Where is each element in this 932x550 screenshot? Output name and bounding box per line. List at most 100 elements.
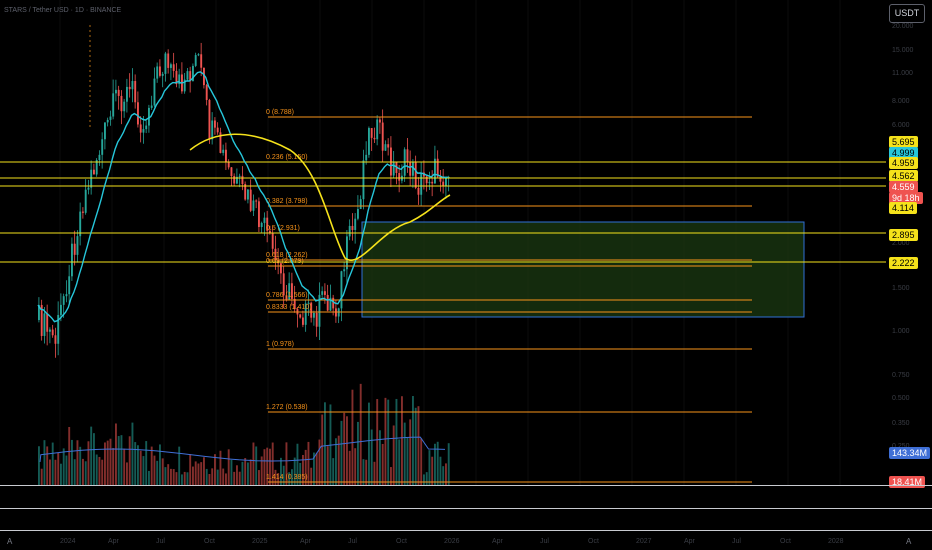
volume-bar bbox=[106, 440, 109, 485]
candle bbox=[293, 298, 296, 310]
candle bbox=[315, 312, 318, 327]
volume-bar bbox=[321, 414, 324, 485]
candle bbox=[90, 169, 93, 188]
candle bbox=[93, 169, 95, 175]
candle bbox=[170, 64, 172, 68]
price-axis-tick: 0.350 bbox=[892, 420, 910, 427]
volume-bar bbox=[197, 463, 200, 485]
candle bbox=[252, 200, 255, 211]
volume-bar bbox=[216, 469, 219, 485]
time-axis-tick: Jul bbox=[540, 538, 549, 545]
pane-separator[interactable] bbox=[0, 530, 932, 531]
auto-scale-left-icon[interactable]: A bbox=[7, 537, 13, 546]
volume-bar bbox=[98, 456, 101, 485]
volume-bar bbox=[266, 447, 269, 485]
volume-bar bbox=[359, 383, 362, 485]
volume-bar bbox=[392, 425, 395, 485]
time-axis-tick: Jul bbox=[732, 538, 741, 545]
volume-bar bbox=[247, 462, 249, 485]
candle bbox=[373, 137, 376, 140]
volume-bar bbox=[280, 457, 282, 485]
candle bbox=[412, 161, 414, 176]
candle bbox=[161, 73, 164, 76]
volume-bar bbox=[291, 469, 293, 485]
candle bbox=[368, 128, 370, 155]
candle bbox=[310, 302, 313, 318]
volume-bar bbox=[398, 439, 401, 485]
price-axis-tick: 0.750 bbox=[892, 372, 910, 379]
candle bbox=[324, 291, 326, 295]
fib-level-label: 1 (0.978) bbox=[266, 341, 294, 348]
candle bbox=[120, 95, 123, 112]
volume-bar bbox=[172, 469, 175, 485]
volume-bar bbox=[186, 472, 189, 485]
price-tag-countdown: 9d 18h bbox=[889, 192, 923, 204]
price-axis-tick: 20.000 bbox=[892, 23, 914, 30]
volume-bar bbox=[343, 412, 346, 485]
candle bbox=[348, 225, 351, 237]
volume-bar bbox=[227, 449, 230, 485]
time-axis-tick: Oct bbox=[396, 538, 407, 545]
volume-bar bbox=[368, 402, 370, 485]
volume-bar bbox=[310, 467, 313, 485]
volume-bar bbox=[183, 471, 186, 485]
volume-bar bbox=[271, 442, 274, 485]
candle bbox=[126, 86, 128, 102]
volume-bar bbox=[241, 461, 244, 485]
volume-bar bbox=[263, 449, 266, 485]
candle bbox=[139, 124, 142, 133]
candle bbox=[73, 243, 76, 255]
volume-bar bbox=[54, 459, 57, 485]
pane-separator[interactable] bbox=[0, 508, 932, 509]
volume-bar bbox=[164, 467, 167, 485]
volume-bar bbox=[123, 448, 126, 485]
volume-bar bbox=[120, 435, 123, 485]
volume-bar bbox=[137, 445, 139, 485]
candle bbox=[326, 294, 329, 311]
volume-bar bbox=[406, 437, 409, 485]
volume-bar bbox=[302, 454, 304, 485]
fib-level-label: 0 (8.788) bbox=[266, 109, 294, 116]
candle bbox=[205, 85, 208, 100]
price-tag-ma: 4.114 bbox=[889, 202, 917, 214]
candle bbox=[101, 139, 104, 155]
volume-bar bbox=[244, 458, 247, 485]
volume-bar bbox=[299, 462, 302, 485]
time-axis-tick: Apr bbox=[300, 538, 312, 545]
candle bbox=[60, 304, 62, 315]
volume-bar bbox=[112, 448, 115, 485]
volume-bar bbox=[428, 450, 431, 485]
candle bbox=[134, 81, 137, 103]
auto-scale-icon[interactable]: A bbox=[906, 537, 912, 546]
volume-bar bbox=[142, 456, 145, 485]
candle bbox=[420, 172, 423, 195]
volume-bar bbox=[370, 429, 373, 485]
time-axis-tick: Jul bbox=[156, 538, 165, 545]
candle bbox=[271, 232, 274, 249]
candle bbox=[285, 295, 288, 300]
volume-bar bbox=[431, 456, 434, 485]
candle bbox=[329, 297, 332, 311]
currency-button[interactable]: USDT bbox=[889, 4, 925, 23]
candle bbox=[351, 225, 354, 230]
candle bbox=[445, 178, 447, 187]
candle bbox=[304, 303, 307, 325]
candle bbox=[57, 314, 60, 344]
candle bbox=[238, 175, 241, 177]
time-axis-tick: 2026 bbox=[444, 538, 460, 545]
price-axis-tick: 11.000 bbox=[892, 70, 913, 77]
volume-bar bbox=[442, 466, 445, 485]
price-axis-tick: 2.000 bbox=[892, 240, 910, 247]
volume-bar bbox=[379, 430, 381, 485]
time-axis-tick: Oct bbox=[780, 538, 791, 545]
pane-separator[interactable] bbox=[0, 485, 932, 486]
volume-bar bbox=[90, 426, 93, 485]
candle bbox=[442, 181, 445, 187]
candle bbox=[123, 101, 126, 112]
volume-bar bbox=[62, 448, 65, 485]
volume-bar bbox=[79, 446, 82, 485]
candle bbox=[51, 329, 54, 336]
candle bbox=[216, 127, 219, 133]
candle bbox=[38, 305, 40, 320]
